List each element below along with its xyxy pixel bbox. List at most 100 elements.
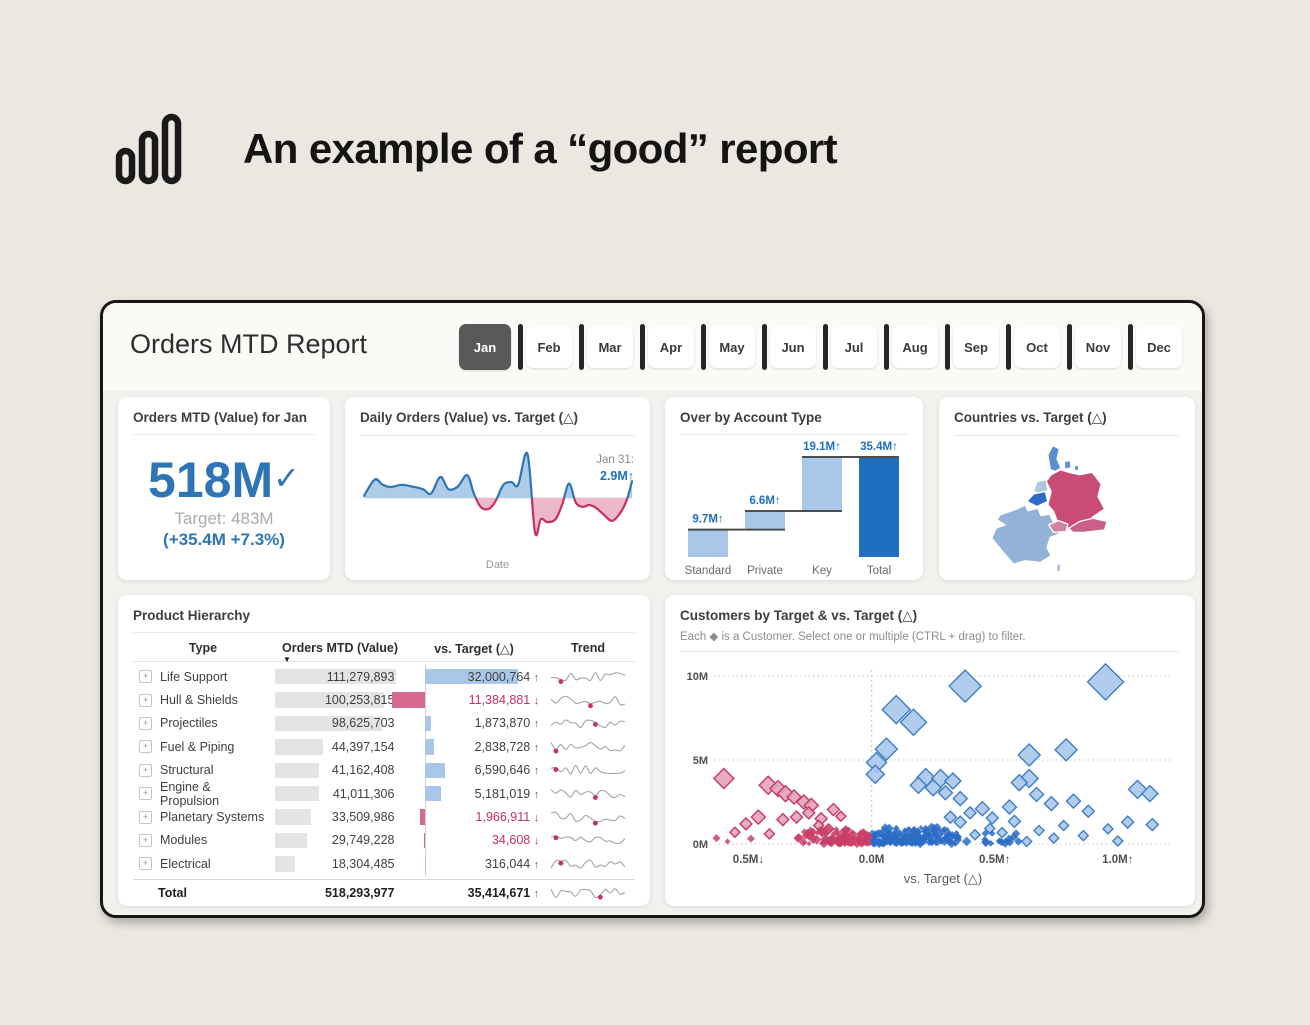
svg-text:vs. Target (△): vs. Target (△) (904, 871, 982, 886)
tab-button-sep[interactable]: Sep (953, 326, 999, 368)
orders-mtd-dashboard: Orders MTD Report Jan Feb Mar Apr May Jun Jul A… (100, 300, 1205, 918)
expand-row-icon[interactable]: + (139, 670, 152, 684)
orders-data-bar (274, 762, 320, 778)
tab-button-mar[interactable]: Mar (587, 326, 633, 368)
tab-button-jan[interactable]: Jan (459, 324, 511, 370)
tab-jan[interactable]: Jan (459, 324, 511, 370)
tab-button-apr[interactable]: Apr (648, 326, 694, 368)
tab-accent-bar (945, 324, 950, 370)
target-negative-bar (392, 692, 426, 708)
table-row[interactable]: + Life Support 111,279,893 32,000,764 ↑ (133, 665, 635, 689)
map-region-switzerland[interactable] (1047, 520, 1069, 534)
expand-row-icon[interactable]: + (139, 693, 152, 707)
orders-value: 111,279,893 (326, 669, 395, 684)
map-region-denmark[interactable] (1047, 444, 1080, 473)
expand-row-icon[interactable]: + (139, 740, 152, 754)
tab-button-jul[interactable]: Jul (831, 326, 877, 368)
orders-value: 98,625,703 (331, 716, 395, 731)
trend-sparkline (550, 695, 626, 709)
target-positive-bar (425, 762, 445, 778)
map-region-belgium[interactable] (1026, 490, 1049, 508)
expand-row-icon[interactable]: + (139, 833, 152, 847)
tab-accent-bar (579, 324, 584, 370)
column-header-orders[interactable]: Orders MTD (Value) ▼ (282, 641, 398, 664)
expand-row-icon[interactable]: + (139, 763, 152, 777)
row-type-label: Planetary Systems (160, 810, 265, 825)
account-type-waterfall-chart[interactable]: 9.7M↑ 6.6M↑ 19.1M↑ 35.4M↑ Standard Private Key… (680, 435, 908, 583)
tab-button-jun[interactable]: Jun (770, 326, 816, 368)
table-row[interactable]: + Fuel & Piping 44,397,154 2,838,728 ↑ (133, 735, 635, 759)
map-region-corsica[interactable] (1056, 562, 1061, 573)
vs-target-value: 316,044 ↑ (485, 856, 540, 871)
product-hierarchy-title: Product Hierarchy (133, 608, 635, 633)
table-row[interactable]: + Structural 41,162,408 6,590,646 ↑ (133, 758, 635, 782)
orders-value: 18,304,485 (331, 856, 395, 871)
account-type-card: Over by Account Type 9.7M↑ 6.6M↑ 19.1M↑ 35.… (665, 397, 923, 580)
daily-orders-card: Daily Orders (Value) vs. Target (△) Jan … (345, 397, 650, 580)
account-type-title: Over by Account Type (680, 410, 908, 435)
vs-target-value: 1,873,870 ↑ (474, 716, 540, 731)
orders-value: 33,509,986 (331, 810, 395, 825)
orders-value: 29,749,228 (331, 833, 395, 848)
expand-row-icon[interactable]: + (139, 857, 152, 871)
trend-sparkline (550, 719, 626, 729)
tab-may[interactable]: May (701, 324, 755, 370)
table-row[interactable]: + Projectiles 98,625,703 1,873,870 ↑ (133, 711, 635, 736)
row-type-label: Modules (160, 833, 208, 848)
dashboard-title: Orders MTD Report (130, 329, 368, 359)
tab-accent-bar (1128, 324, 1133, 370)
tab-jun[interactable]: Jun (762, 324, 816, 370)
table-row[interactable]: + Planetary Systems 33,509,986 1,966,911 ↓ (133, 805, 635, 829)
expand-row-icon[interactable]: + (139, 810, 152, 824)
tab-nov[interactable]: Nov (1067, 324, 1121, 370)
daily-annotation-label: Jan 31: (596, 454, 634, 466)
tab-oct[interactable]: Oct (1006, 324, 1060, 370)
svg-text:35.4M↑: 35.4M↑ (860, 441, 898, 453)
tab-button-nov[interactable]: Nov (1075, 326, 1121, 368)
tab-feb[interactable]: Feb (518, 324, 572, 370)
svg-text:0.0M: 0.0M (859, 854, 885, 866)
customers-scatter-chart[interactable]: 0M 5M 10M 0.5M↓ 0.0M 0.5M↑ 1.0M↑ vs. Target (△) (680, 652, 1180, 890)
orders-data-bar (274, 669, 396, 685)
vs-target-value: 1,966,911 ↓ (475, 810, 540, 825)
table-row[interactable]: + Modules 29,749,228 34,608 ↓ (133, 828, 635, 853)
tab-jul[interactable]: Jul (823, 324, 877, 370)
tab-button-dec[interactable]: Dec (1136, 326, 1182, 368)
map-region-austria[interactable] (1068, 517, 1108, 534)
tab-accent-bar (884, 324, 889, 370)
check-icon: ✓ (273, 460, 300, 496)
column-header-trend[interactable]: Trend (570, 641, 606, 655)
tab-sep[interactable]: Sep (945, 324, 999, 370)
tab-accent-bar (1006, 324, 1011, 370)
table-row[interactable]: + Electrical 18,304,485 316,044 ↑ (133, 852, 635, 876)
table-row[interactable]: + Hull & Shields 100,253,815 11,384,881 ↓ (133, 688, 635, 712)
column-header-vs-target[interactable]: vs. Target (△) (434, 642, 514, 656)
tab-button-feb[interactable]: Feb (526, 326, 572, 368)
row-type-label: Structural (160, 763, 214, 778)
expand-row-icon[interactable]: + (139, 716, 152, 730)
map-region-france[interactable] (991, 504, 1063, 565)
daily-orders-chart[interactable] (360, 436, 635, 554)
table-row[interactable]: + Engine & Propulsion 41,011,306 5,181,019 … (133, 780, 635, 808)
countries-choropleth-map[interactable] (954, 438, 1180, 580)
target-positive-bar (425, 715, 431, 732)
column-header-type[interactable]: Type (188, 641, 218, 655)
tab-accent-bar (640, 324, 645, 370)
trend-sparkline (550, 888, 626, 900)
tab-aug[interactable]: Aug (884, 324, 938, 370)
tab-button-may[interactable]: May (709, 326, 755, 368)
tab-dec[interactable]: Dec (1128, 324, 1182, 370)
target-positive-bar (425, 669, 519, 685)
tab-button-aug[interactable]: Aug (892, 326, 938, 368)
svg-text:Total: Total (867, 565, 891, 577)
expand-row-icon[interactable]: + (139, 787, 152, 801)
tab-apr[interactable]: Apr (640, 324, 694, 370)
row-type-label: Projectiles (160, 716, 218, 731)
customers-scatter-subtitle: Each ◆ is a Customer. Select one or mult… (680, 629, 1180, 652)
product-hierarchy-card: Product Hierarchy Type Orders MTD (Value… (118, 595, 650, 906)
trend-sparkline (550, 765, 626, 775)
tab-button-oct[interactable]: Oct (1014, 326, 1060, 368)
svg-text:0.5M↓: 0.5M↓ (733, 854, 764, 866)
orders-value: 518,293,977 (324, 886, 395, 901)
tab-mar[interactable]: Mar (579, 324, 633, 370)
